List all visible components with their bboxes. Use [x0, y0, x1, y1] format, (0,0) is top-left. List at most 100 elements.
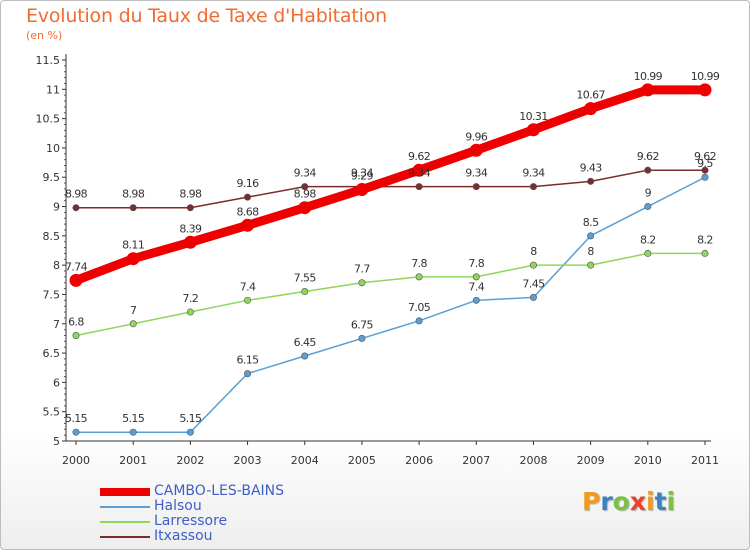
data-point: [698, 83, 712, 97]
data-point: [529, 183, 537, 191]
data-point: [701, 166, 709, 174]
y-tick-label: 11: [46, 83, 60, 96]
data-label: 7.55: [294, 272, 317, 285]
x-tick-label: 2011: [691, 454, 719, 467]
data-point: [183, 235, 197, 249]
y-tick-label: 7: [53, 318, 60, 331]
x-tick-label: 2007: [462, 454, 490, 467]
data-point: [472, 296, 480, 304]
legend-label: Itxassou: [154, 528, 213, 544]
data-label: 8.98: [179, 188, 202, 201]
data-label: 7.8: [411, 257, 427, 270]
y-tick-label: 11.5: [36, 54, 61, 67]
series-line: [71, 85, 710, 285]
data-label: 7.4: [240, 280, 256, 293]
series-line: [75, 169, 706, 209]
data-point: [529, 261, 537, 269]
data-point: [358, 279, 366, 287]
data-label: 8.5: [583, 216, 599, 229]
y-tick-label: 10: [46, 142, 60, 155]
y-tick-label: 6.5: [43, 347, 61, 360]
logo-letter: o: [612, 487, 630, 516]
data-label: 8.2: [640, 233, 656, 246]
logo-letter: i: [666, 487, 676, 516]
legend-swatch: [100, 488, 150, 496]
proxiti-logo: Proxiti: [582, 487, 675, 516]
data-label: 7.05: [408, 301, 431, 314]
data-label: 9.5: [697, 157, 713, 170]
logo-letter: i: [646, 487, 655, 516]
data-point: [129, 428, 137, 436]
y-tick-label: 8: [53, 259, 60, 272]
series-line: [75, 252, 706, 337]
data-label: 9.34: [465, 167, 488, 180]
y-tick-label: 5: [53, 435, 60, 448]
data-label: 8.98: [294, 188, 317, 201]
data-label: 8.2: [697, 233, 713, 246]
data-point: [129, 204, 137, 212]
data-point: [244, 296, 252, 304]
data-point: [72, 331, 80, 339]
data-label: 8.11: [122, 239, 144, 252]
data-label: 9.34: [522, 167, 545, 180]
legend-swatch: [100, 536, 150, 538]
data-point: [129, 320, 137, 328]
data-label: 8.39: [179, 222, 202, 235]
x-tick-label: 2003: [234, 454, 262, 467]
data-label: 10.67: [576, 89, 605, 102]
data-point: [241, 218, 255, 232]
data-label: 8: [530, 245, 537, 258]
data-label: 8.98: [122, 188, 145, 201]
data-point: [472, 183, 480, 191]
data-label: 6.45: [294, 336, 317, 349]
data-label: 9.34: [351, 167, 374, 180]
legend-label: Larressore: [154, 513, 228, 529]
data-point: [72, 428, 80, 436]
chart-points: [69, 83, 712, 436]
chart-data-labels: 7.74 8.11 8.39 8.68 8.98 9.29 9.62 9.96 10.31 10.…: [65, 70, 720, 425]
data-point: [641, 83, 655, 97]
data-point: [469, 143, 483, 157]
chart-title: Evolution du Taux de Taxe d'Habitation: [26, 5, 387, 27]
data-label: 5.15: [179, 412, 202, 425]
y-tick-label: 5.5: [43, 406, 61, 419]
data-point: [301, 183, 309, 191]
y-tick-label: 8.5: [43, 230, 61, 243]
x-tick-label: 2009: [577, 454, 605, 467]
data-point: [587, 177, 595, 185]
data-label: 8.98: [65, 188, 88, 201]
data-point: [244, 370, 252, 378]
data-label: 5.15: [65, 412, 88, 425]
y-tick-label: 7.5: [43, 288, 61, 301]
y-tick-label: 9: [53, 201, 60, 214]
data-point: [587, 261, 595, 269]
data-point: [186, 308, 194, 316]
data-label: 9.16: [236, 177, 259, 190]
data-label: 7.4: [468, 280, 484, 293]
chart-axes: 5 5.5 6 6.5 7 7.5 8 8.5 9 9.5 10 10.5 11 11.5 2000 2001…: [36, 54, 719, 467]
data-point: [701, 173, 709, 181]
data-label: 7.8: [468, 257, 484, 270]
data-label: 9.62: [637, 150, 659, 163]
data-point: [472, 273, 480, 281]
y-tick-label: 9.5: [43, 171, 61, 184]
chart-lines: [71, 85, 710, 433]
data-label: 9.62: [694, 150, 716, 163]
data-label: 9.62: [408, 150, 430, 163]
data-point: [415, 273, 423, 281]
x-tick-label: 2002: [176, 454, 204, 467]
data-point: [584, 102, 598, 116]
data-label: 6.75: [351, 318, 374, 331]
legend-label: CAMBO-LES-BAINS: [154, 483, 285, 499]
data-point: [186, 428, 194, 436]
x-tick-label: 2010: [634, 454, 662, 467]
data-point: [72, 204, 80, 212]
x-tick-label: 2004: [291, 454, 319, 467]
data-label: 9.43: [580, 161, 603, 174]
data-point: [186, 204, 194, 212]
legend-label: Halsou: [154, 498, 202, 514]
data-point: [644, 249, 652, 257]
data-point: [644, 203, 652, 211]
data-label: 6.15: [236, 354, 259, 367]
